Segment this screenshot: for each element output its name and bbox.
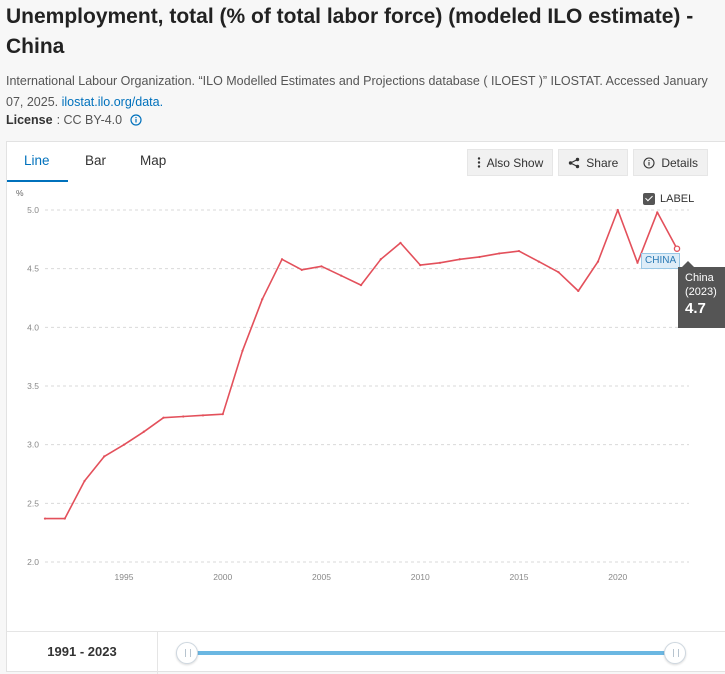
data-point	[83, 479, 86, 483]
data-point	[399, 241, 402, 244]
x-tick-label: 1995	[115, 572, 134, 582]
data-point	[656, 211, 659, 214]
data-point	[359, 283, 363, 287]
chart-actions: Also Show Share Details	[466, 149, 708, 176]
label-checkbox[interactable]	[643, 193, 655, 205]
data-point	[438, 261, 442, 264]
data-point	[241, 349, 244, 352]
data-point	[478, 255, 481, 259]
y-tick-label: 2.0	[27, 557, 39, 567]
tooltip-value: 4.7	[685, 300, 706, 317]
label-toggle-text: LABEL	[660, 193, 695, 205]
year-range-slider: 1991 - 2023	[7, 631, 725, 674]
share-label: Share	[586, 155, 619, 170]
share-button[interactable]: Share	[558, 149, 629, 176]
data-point	[103, 455, 106, 458]
vertical-dots-icon	[477, 157, 480, 168]
slider-handle-start[interactable]	[176, 642, 198, 664]
y-tick-label: 4.5	[27, 264, 39, 274]
x-tick-label: 2005	[312, 572, 331, 582]
tab-map[interactable]: Map	[140, 153, 167, 168]
tab-bar[interactable]: Bar	[85, 153, 107, 168]
y-tick-label: 5.0	[27, 205, 39, 215]
data-point	[162, 416, 165, 419]
data-point	[458, 258, 461, 261]
series-line-china	[45, 209, 678, 520]
x-tick-label: 2020	[608, 572, 627, 582]
data-point	[221, 413, 224, 416]
details-label: Details	[661, 155, 698, 170]
x-tick-label: 2015	[510, 572, 529, 582]
info-icon[interactable]	[130, 114, 142, 126]
data-point	[201, 414, 205, 417]
also-show-button[interactable]: Also Show	[466, 149, 554, 176]
x-tick-label: 2000	[213, 572, 232, 582]
data-point	[557, 271, 560, 274]
slider-track[interactable]	[187, 651, 677, 655]
data-point	[419, 264, 422, 267]
data-point	[182, 415, 185, 418]
data-point	[636, 261, 639, 264]
share-icon	[569, 157, 580, 168]
citation-link[interactable]: ilostat.ilo.org/data.	[61, 95, 164, 109]
tab-line[interactable]: Line	[7, 142, 68, 182]
tooltip: China (2023) 4.7	[678, 261, 725, 328]
data-point	[616, 208, 619, 212]
y-tick-label: 3.5	[27, 381, 39, 391]
y-tick-label: 4.0	[27, 322, 39, 332]
data-point	[63, 517, 66, 520]
slider-handle-end[interactable]	[664, 642, 686, 664]
also-show-label: Also Show	[486, 155, 544, 170]
data-point	[498, 252, 501, 255]
tooltip-year: (2023)	[685, 286, 717, 298]
data-point	[379, 258, 382, 261]
x-tick-label: 2010	[411, 572, 430, 582]
tooltip-country: China	[685, 272, 714, 284]
data-point	[122, 443, 126, 446]
data-point	[261, 298, 264, 301]
citation-text: International Labour Organization. “ILO …	[6, 74, 708, 109]
y-tick-label: 3.0	[27, 440, 39, 450]
data-point	[596, 260, 600, 263]
data-point	[340, 274, 343, 277]
data-point	[300, 268, 303, 271]
license-label: License	[6, 113, 53, 127]
chart-card: Line Bar Map Also Show Share Details 2.0…	[6, 141, 725, 674]
data-point	[577, 289, 580, 293]
line-chart: 2.0 2.5 3.0 3.5 4.0 4.5 5.0% 1995 2000 2005 2010 20…	[16, 188, 689, 582]
y-tick-label: 2.5	[27, 498, 39, 508]
data-point	[142, 430, 145, 433]
range-label: 1991 - 2023	[7, 632, 158, 674]
data-point	[280, 258, 284, 261]
page-title: Unemployment, total (% of total labor fo…	[6, 5, 694, 58]
data-point	[537, 260, 540, 263]
citation: International Labour Organization. “ILO …	[6, 71, 711, 113]
highlighted-data-point	[673, 245, 681, 252]
data-point	[320, 265, 323, 268]
chart-tabs: Line Bar Map	[7, 142, 183, 182]
series-label: CHINA	[641, 253, 681, 269]
label-toggle[interactable]: LABEL	[643, 193, 694, 205]
details-button[interactable]: Details	[633, 149, 708, 176]
license-value: : CC BY-4.0	[56, 113, 123, 127]
data-point	[43, 517, 47, 520]
y-axis-unit-label: %	[16, 188, 24, 198]
data-point	[517, 249, 521, 253]
info-circle-icon	[643, 156, 655, 169]
license: License : CC BY-4.0	[6, 111, 142, 129]
